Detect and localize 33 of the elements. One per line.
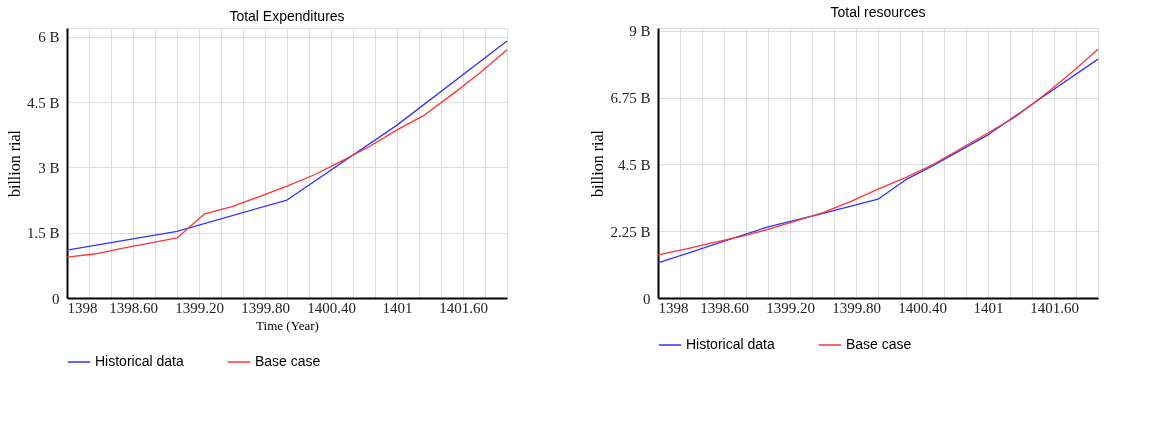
x-tick-label: 1398 bbox=[67, 299, 98, 316]
legend-label: Base case bbox=[255, 353, 321, 369]
y-tick-label: 4.5 B bbox=[617, 156, 651, 173]
y-tick-label: 3 B bbox=[38, 159, 60, 176]
x-tick-label: 1401 bbox=[382, 299, 413, 316]
legend-label: Historical data bbox=[95, 353, 184, 369]
x-tick-label: 1399.80 bbox=[832, 299, 881, 316]
y-axis-title: billion rial bbox=[589, 129, 607, 198]
chart-title: Total resources bbox=[830, 3, 926, 20]
x-tick-label: 1398.60 bbox=[700, 299, 749, 316]
x-tick-label: 1400.40 bbox=[898, 299, 947, 316]
x-tick-label: 1401.60 bbox=[1030, 299, 1079, 316]
x-tick-label: 1399.20 bbox=[766, 299, 815, 316]
y-tick-label: 6 B bbox=[38, 29, 60, 46]
y-tick-label: 4.5 B bbox=[26, 94, 60, 111]
x-tick-label: 1399.80 bbox=[241, 299, 290, 316]
legend-label: Historical data bbox=[686, 336, 775, 352]
x-tick-label: 1401.60 bbox=[439, 299, 488, 316]
x-axis-title: Time (Year) bbox=[256, 317, 319, 333]
x-tick-label: 1398.60 bbox=[109, 299, 158, 316]
chart-title: Total Expenditures bbox=[229, 8, 345, 24]
x-tick-label: 1398 bbox=[658, 299, 689, 316]
y-tick-label: 0 bbox=[52, 290, 60, 307]
y-tick-label: 9 B bbox=[629, 23, 651, 40]
y-tick-label: 1.5 B bbox=[26, 225, 60, 242]
legend-label: Base case bbox=[846, 336, 912, 352]
y-axis-title: billion rial bbox=[6, 129, 23, 198]
y-tick-label: 2.25 B bbox=[610, 223, 651, 240]
y-tick-label: 0 bbox=[643, 290, 651, 307]
y-tick-label: 6.75 B bbox=[610, 90, 651, 107]
x-tick-label: 1399.20 bbox=[175, 299, 224, 316]
x-tick-label: 1400.40 bbox=[307, 299, 356, 316]
x-tick-label: 1401 bbox=[973, 299, 1004, 316]
